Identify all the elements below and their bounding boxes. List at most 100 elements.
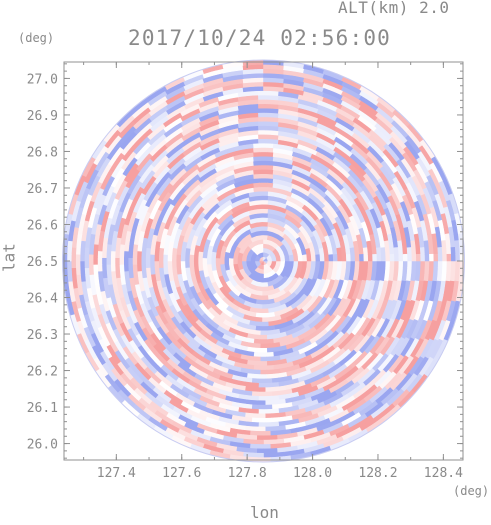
radar-cell	[264, 129, 273, 135]
x-tick-label: 127.8	[228, 466, 267, 481]
radar-cell	[398, 253, 404, 262]
radar-cell	[110, 257, 116, 265]
radar-cell	[263, 72, 271, 78]
radar-cell	[261, 282, 269, 288]
radar-cell	[350, 260, 356, 269]
radar-cell	[380, 253, 387, 262]
radar-cell	[249, 77, 258, 83]
radar-cell	[261, 208, 269, 214]
radar-cell	[367, 253, 374, 262]
radar-cell	[258, 382, 266, 389]
y-tick-label: 26.3	[27, 328, 58, 343]
radar-cell	[153, 260, 160, 269]
radar-cell	[251, 408, 259, 415]
radar-cell	[184, 260, 190, 268]
radar-cell	[269, 439, 278, 445]
radar-cell	[406, 247, 413, 255]
radar-cell	[251, 116, 259, 122]
radar-cell	[264, 90, 273, 96]
radar-cell	[258, 129, 266, 135]
radar-cell	[251, 417, 259, 423]
radar-cell	[332, 254, 339, 262]
radar-cell	[266, 343, 274, 349]
radar-cell	[264, 426, 273, 432]
radar-cell	[256, 64, 264, 70]
radar-cell	[232, 257, 238, 265]
radar-cell	[249, 81, 258, 88]
radar-cell	[269, 77, 278, 83]
y-tick-label: 26.7	[27, 182, 58, 197]
radar-cell	[258, 417, 266, 423]
radar-cell	[123, 263, 129, 272]
radar-cell	[249, 439, 258, 445]
radar-cell	[261, 203, 269, 210]
radar-cell	[158, 253, 164, 262]
radar-cell	[385, 253, 391, 262]
y-tick-label: 26.0	[27, 438, 58, 453]
radar-cell	[269, 68, 278, 74]
radar-cell	[101, 257, 107, 265]
radar-cell	[261, 290, 269, 297]
radar-cell	[136, 250, 142, 259]
radar-cell	[180, 260, 186, 269]
radar-cell	[62, 253, 68, 262]
radar-cell	[450, 267, 456, 276]
radar-cell	[264, 422, 273, 428]
radar-cell	[259, 334, 268, 340]
radar-cell	[337, 260, 343, 268]
radar-cell	[105, 264, 112, 272]
radar-cell	[271, 426, 280, 432]
radar-cell	[259, 330, 268, 336]
radar-cell	[266, 347, 274, 354]
radar-cell	[261, 221, 269, 227]
y-tick-label: 26.1	[27, 401, 58, 416]
radar-cell	[258, 404, 266, 410]
radar-cell	[123, 257, 129, 265]
radar-cell	[79, 246, 86, 255]
radar-cell	[450, 246, 456, 255]
radar-cell	[253, 155, 261, 162]
radar-cell	[411, 260, 417, 269]
y-tick-label: 26.2	[27, 365, 58, 380]
radar-cell	[258, 90, 266, 96]
radar-cell	[253, 360, 261, 367]
radar-cell	[188, 254, 195, 262]
radar-cell	[337, 254, 343, 262]
radar-cell	[253, 168, 261, 175]
radar-cell	[302, 254, 308, 262]
radar-cell	[88, 260, 94, 269]
radar-cell	[442, 260, 448, 269]
radar-cell	[132, 257, 138, 265]
radar-cell	[263, 77, 271, 83]
radar-cell	[256, 452, 264, 458]
radar-cell	[132, 263, 138, 272]
x-tick-label: 128.2	[358, 466, 397, 481]
radar-cell	[254, 190, 263, 197]
radar-cell	[437, 246, 443, 255]
radar-cell	[424, 267, 430, 275]
radar-cell	[149, 253, 155, 262]
radar-cell	[253, 356, 261, 362]
radar-cell	[271, 94, 280, 101]
radar-cell	[397, 267, 404, 275]
radar-cell	[441, 267, 448, 276]
radar-cell	[376, 253, 382, 262]
radar-cell	[105, 257, 111, 265]
radar-cell	[363, 253, 369, 262]
radar-cell	[259, 151, 268, 157]
radar-cell	[256, 81, 264, 87]
radar-cell	[251, 395, 259, 402]
radar-cell	[258, 112, 266, 118]
radar-cell	[259, 343, 268, 349]
radar-cell	[258, 107, 266, 113]
radar-cell	[345, 260, 352, 269]
radar-cell	[75, 253, 81, 262]
radar-cell	[269, 81, 278, 88]
radar-cell	[251, 391, 259, 397]
radar-cell	[127, 250, 134, 259]
radar-cell	[256, 77, 264, 83]
radar-cell	[428, 247, 435, 255]
radar-cell	[433, 260, 439, 269]
radar-cell	[258, 391, 266, 397]
radar-cell	[424, 253, 430, 262]
